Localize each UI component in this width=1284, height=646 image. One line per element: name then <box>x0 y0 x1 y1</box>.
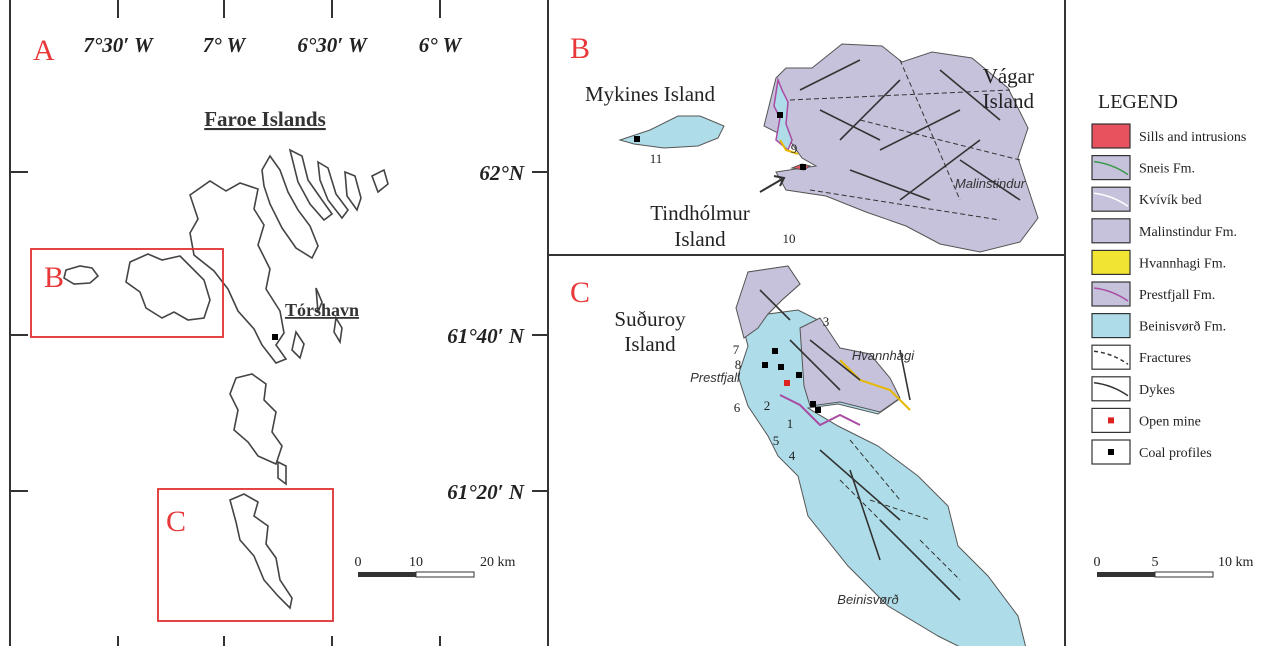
island-label: Island <box>674 227 726 251</box>
latitude-label: 61°20′ N <box>447 480 525 504</box>
site-label: 11 <box>650 151 663 166</box>
legend-swatch <box>1092 219 1130 243</box>
legend-label: Prestfjall Fm. <box>1139 288 1215 303</box>
legend-swatch <box>1092 124 1130 148</box>
legend-label: Hvannhagi Fm. <box>1139 256 1226 271</box>
site-label: 7 <box>733 342 740 357</box>
site-marker <box>777 112 783 118</box>
panel-label: A <box>33 34 55 67</box>
legend-swatch <box>1092 156 1130 180</box>
scale-label: 10 km <box>1218 555 1254 570</box>
figure: A 7°30′ W 7° W 6°30′ W 6° W 62°N 61°40′ … <box>0 0 1284 646</box>
scale-label: 20 km <box>480 555 516 570</box>
site-label: 8 <box>735 357 742 372</box>
place-label: Prestfjall <box>690 370 741 385</box>
legend-swatch <box>1092 377 1130 401</box>
place-label: Malinstindur <box>955 176 1026 191</box>
legend-swatch <box>1092 345 1130 369</box>
island-label: Tindhólmur <box>650 201 750 225</box>
site-label: 10 <box>783 231 796 246</box>
scale-bar <box>358 572 416 577</box>
site-label: 2 <box>764 398 771 413</box>
site-marker <box>810 401 816 407</box>
scale-label: 0 <box>1094 555 1101 570</box>
island-label: Suðuroy <box>614 307 686 331</box>
place-label: Beinisvørð <box>837 592 898 607</box>
longitude-label: 7° W <box>203 33 247 57</box>
site-label: 4 <box>789 448 796 463</box>
site-marker <box>815 407 821 413</box>
longitude-label: 7°30′ W <box>83 33 154 57</box>
site-marker <box>634 136 640 142</box>
panel-label: B <box>570 32 590 65</box>
legend-label: Malinstindur Fm. <box>1139 225 1237 240</box>
latitude-label: 61°40′ N <box>447 324 525 348</box>
legend-swatch-dot <box>1108 449 1114 455</box>
scale-label: 10 <box>409 555 423 570</box>
inset-label: C <box>166 505 186 538</box>
island-label: Vágar <box>983 64 1034 88</box>
place-label: Hvannhagi <box>852 348 915 363</box>
longitude-label: 6° W <box>419 33 463 57</box>
site-marker <box>796 372 802 378</box>
inset-label: B <box>44 261 64 294</box>
site-label: 3 <box>823 314 830 329</box>
legend-label: Sneis Fm. <box>1139 162 1195 177</box>
scale-label: 0 <box>355 555 362 570</box>
longitude-label: 6°30′ W <box>297 33 368 57</box>
legend-label: Open mine <box>1139 414 1201 429</box>
open-mine-marker <box>784 380 790 386</box>
site-marker <box>800 164 806 170</box>
legend-swatch <box>1092 282 1130 306</box>
scale-bar <box>1155 572 1213 577</box>
site-marker <box>772 348 778 354</box>
site-label: 5 <box>773 433 780 448</box>
legend-swatch <box>1092 314 1130 338</box>
island-label: Island <box>983 89 1035 113</box>
legend-label: Coal profiles <box>1139 446 1212 461</box>
legend-label: Sills and intrusions <box>1139 130 1246 145</box>
map-title: Faroe Islands <box>204 107 326 131</box>
scale-bar <box>1097 572 1155 577</box>
scale-label: 5 <box>1152 555 1159 570</box>
legend-label: Kvívík bed <box>1139 193 1202 208</box>
site-marker <box>762 362 768 368</box>
legend-title: LEGEND <box>1098 91 1178 113</box>
island-label: Island <box>624 332 676 356</box>
capital-marker <box>272 334 278 340</box>
legend-label: Beinisvørð Fm. <box>1139 320 1226 335</box>
legend-swatch-dot <box>1108 417 1114 423</box>
panel-label: C <box>570 276 590 309</box>
legend-swatch <box>1092 187 1130 211</box>
legend-label: Dykes <box>1139 383 1175 398</box>
site-label: 9 <box>791 141 798 156</box>
island-mykines <box>64 266 98 284</box>
capital-label: Tórshavn <box>285 300 359 320</box>
site-label: 1 <box>787 416 794 431</box>
latitude-label: 62°N <box>479 161 524 185</box>
legend-label: Fractures <box>1139 351 1191 366</box>
scale-bar <box>416 572 474 577</box>
site-marker <box>778 364 784 370</box>
island-label: Mykines Island <box>585 82 716 106</box>
legend-swatch <box>1092 250 1130 274</box>
site-label: 6 <box>734 400 741 415</box>
